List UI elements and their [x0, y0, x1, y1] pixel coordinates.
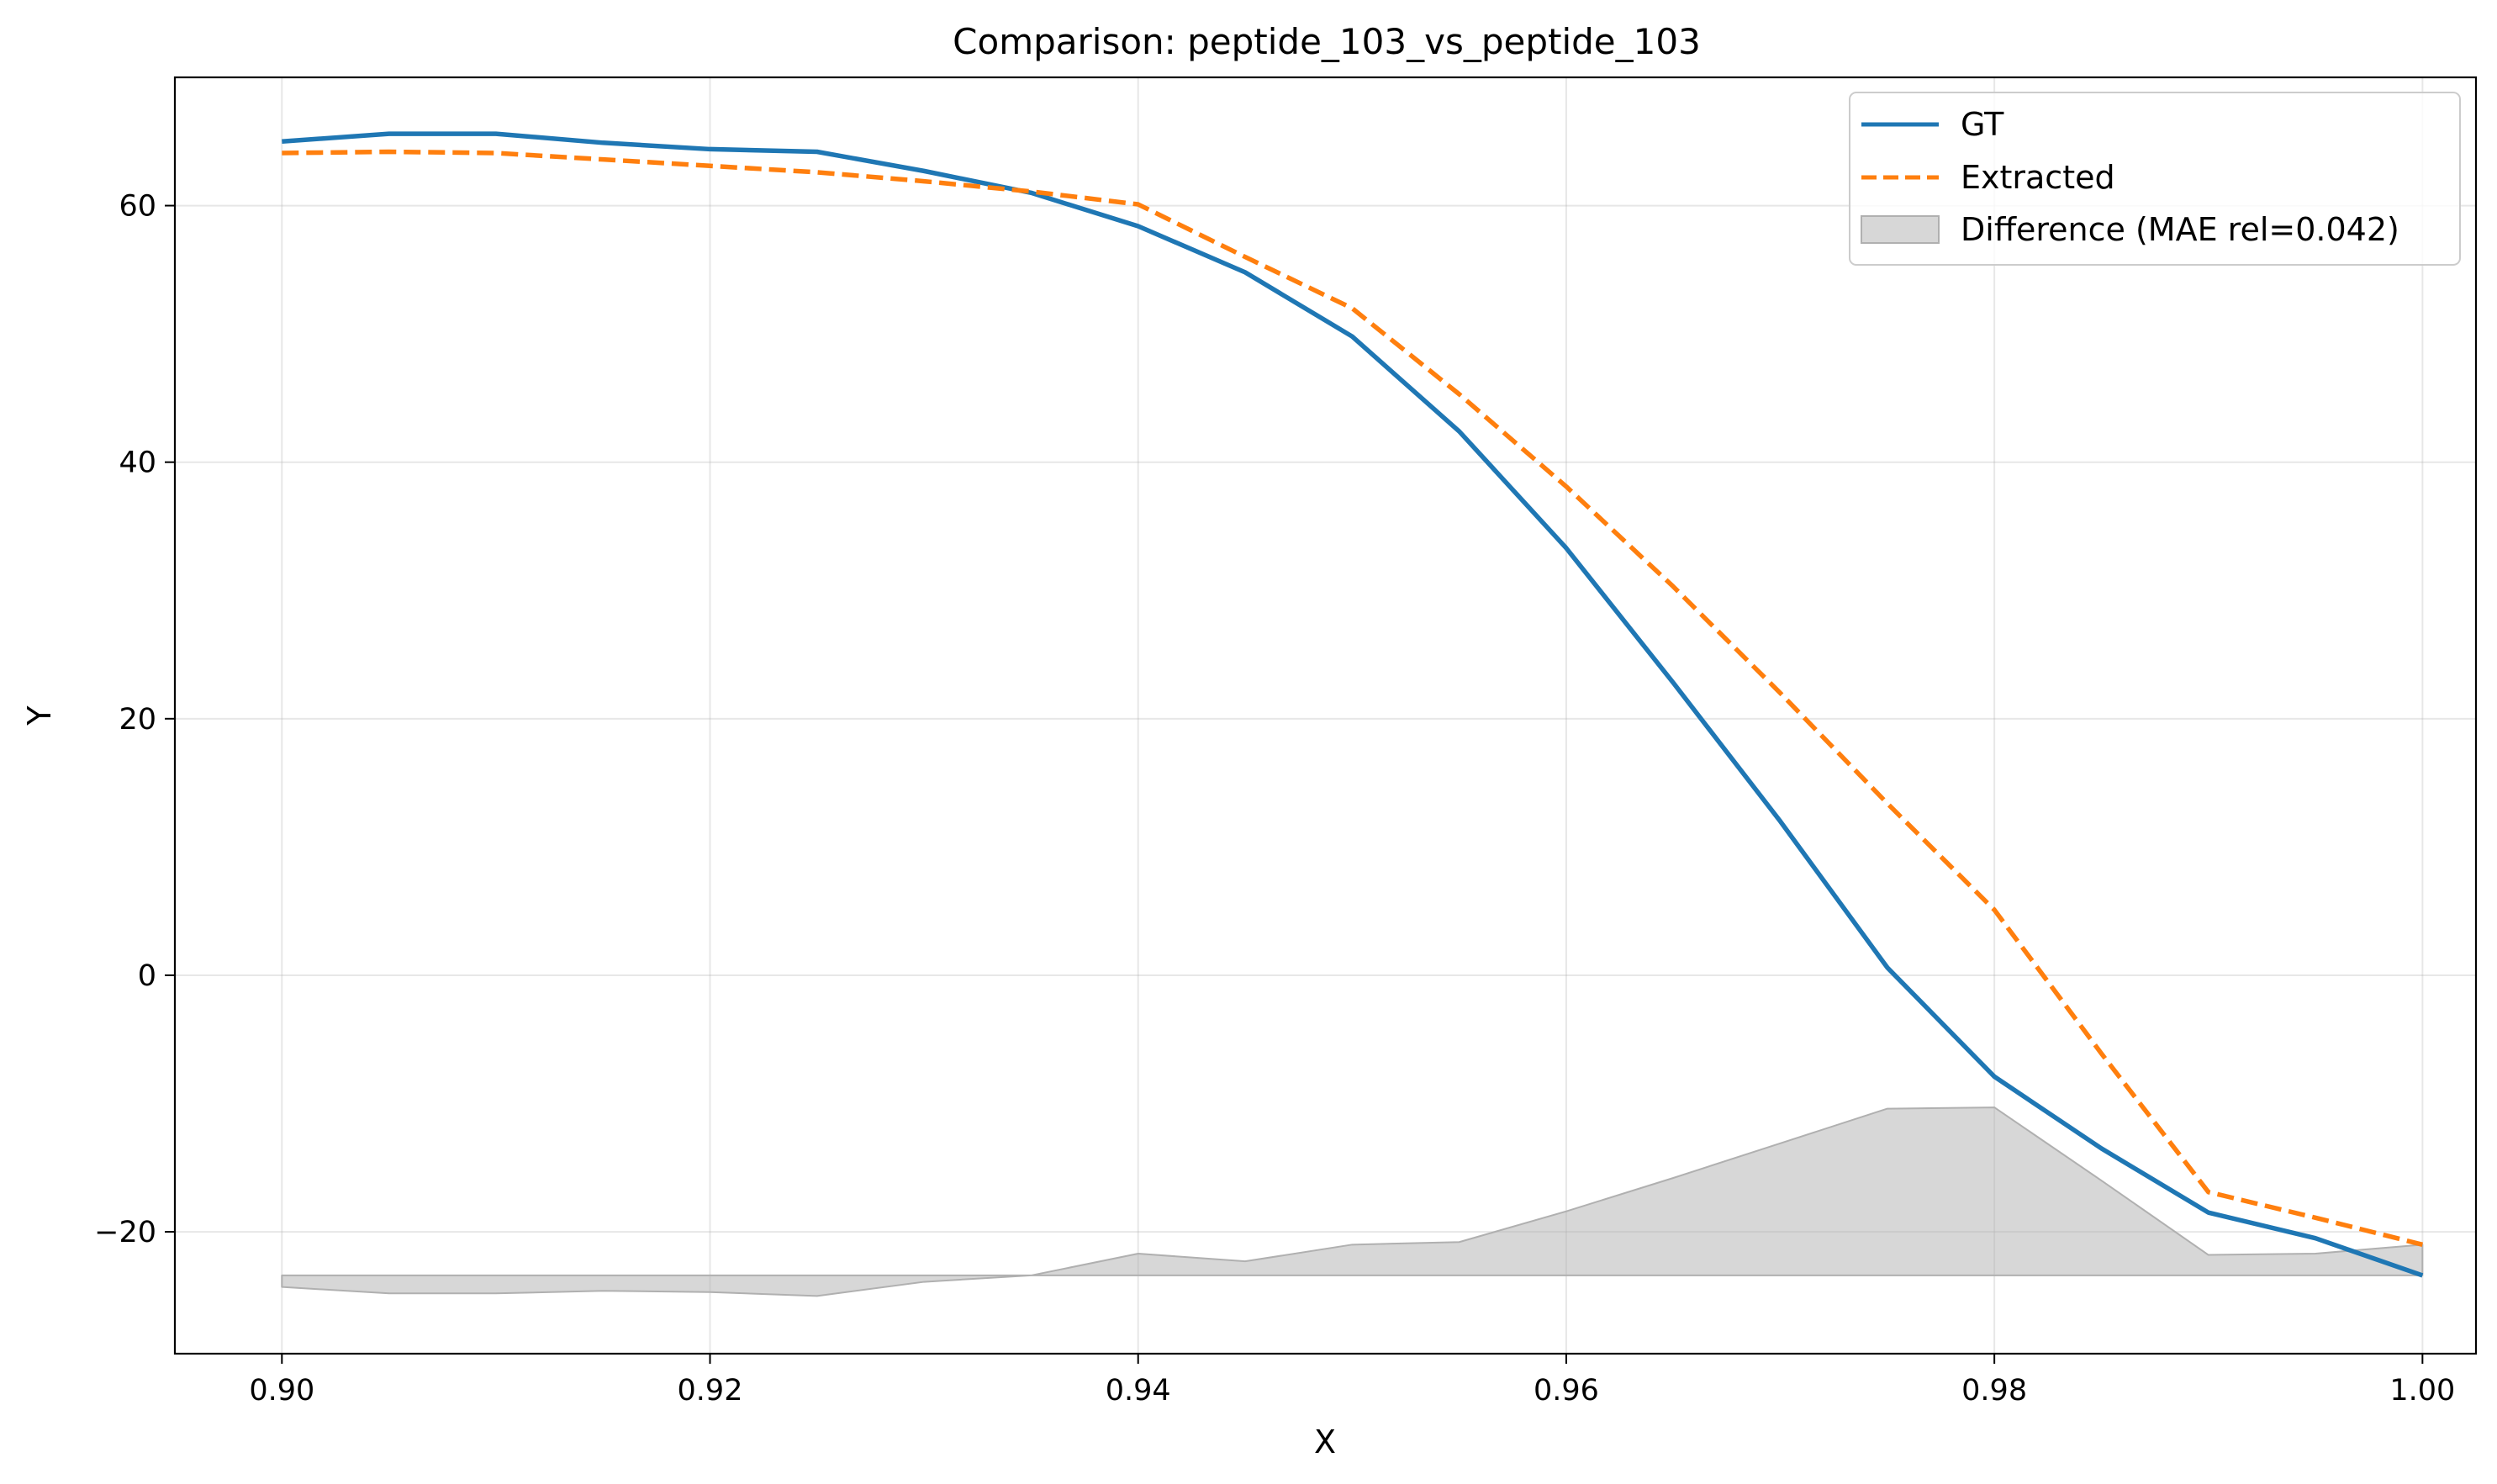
x-tick-label: 1.00 — [2389, 1374, 2455, 1407]
y-tick-label: 40 — [119, 446, 156, 480]
x-tick-label: 0.92 — [678, 1374, 743, 1407]
chart-title: Comparison: peptide_103_vs_peptide_103 — [953, 21, 1701, 62]
x-tick-label: 0.98 — [1961, 1374, 2027, 1407]
legend: GT Extracted Difference (MAE rel=0.042) — [1849, 92, 2461, 266]
y-tick-label: 0 — [138, 959, 156, 993]
series-layer — [282, 131, 2424, 1278]
y-axis-label: Y — [21, 705, 58, 726]
legend-box — [1849, 92, 2461, 266]
x-tick-label: 0.94 — [1106, 1374, 1171, 1407]
y-tick-label: −20 — [94, 1216, 156, 1249]
difference-band — [281, 1106, 2424, 1297]
y-tick-label: 60 — [119, 190, 156, 224]
legend-label-extracted: Extracted — [1961, 159, 2115, 196]
y-axis-ticks: −20 0 20 40 60 — [94, 190, 175, 1249]
series-line-extracted — [282, 149, 2424, 1247]
x-axis-label: X — [1314, 1423, 1336, 1460]
legend-swatch-difference — [1861, 215, 1940, 244]
plot-frame — [173, 76, 2478, 1355]
series-line-gt — [282, 131, 2424, 1278]
difference-layer — [281, 1106, 2424, 1297]
x-tick-label: 0.96 — [1534, 1374, 1599, 1407]
x-tick-label: 0.90 — [249, 1374, 314, 1407]
y-tick-label: 20 — [119, 703, 156, 737]
x-axis-ticks: 0.90 0.92 0.94 0.96 0.98 1.00 — [249, 1354, 2455, 1407]
legend-label-gt: GT — [1961, 106, 2004, 143]
legend-label-difference: Difference (MAE rel=0.042) — [1961, 211, 2399, 248]
